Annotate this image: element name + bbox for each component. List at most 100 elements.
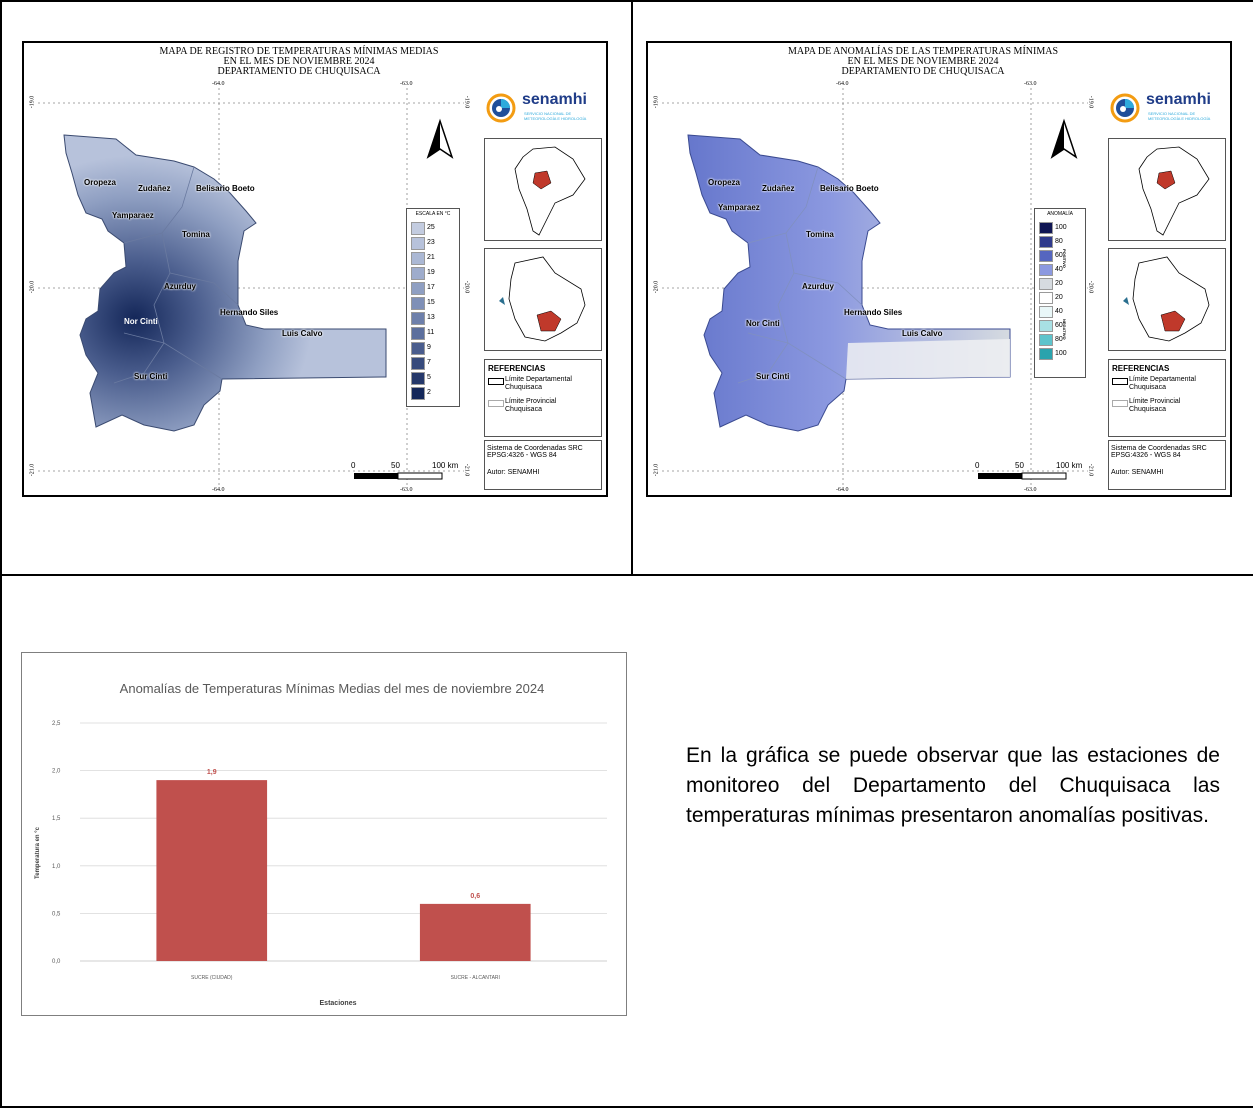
side-column: senamhi SERVICIO NACIONAL DE METEOROLOGÍ…: [482, 83, 602, 493]
table-border-top: [0, 0, 1253, 2]
legend-label: 20: [1055, 280, 1063, 287]
map-title: MAPA DE REGISTRO DE TEMPERATURAS MÍNIMAS…: [134, 47, 464, 77]
place-label: Nor Cinti: [124, 317, 158, 326]
place-label: Hernando Siles: [844, 308, 903, 317]
place-label: Belisario Boeto: [820, 184, 879, 193]
legend-item: 20: [1035, 291, 1085, 305]
bolivia-map: [499, 256, 586, 342]
legend-swatch: [1039, 264, 1053, 276]
anomaly-map-panel: MAPA DE ANOMALÍAS DE LAS TEMPERATURAS MÍ…: [646, 41, 1232, 497]
crs-line: Sistema de Coordenadas SRC: [487, 445, 583, 452]
legend-item: 80: [1035, 235, 1085, 249]
table-row-divider: [0, 574, 1253, 576]
legend-item: 100: [1035, 221, 1085, 235]
province-boundary-swatch: [488, 400, 504, 407]
reference-label: Chuquisaca: [1129, 384, 1166, 391]
chart-y-tick-label: 2,5: [52, 721, 61, 727]
legend-label: 15: [427, 299, 435, 306]
reference-label: Límite Departamental: [1129, 376, 1196, 383]
legend-label: 11: [427, 329, 435, 336]
coord-left-3: -21.0: [29, 463, 36, 477]
legend-label: 7: [427, 359, 431, 366]
map-title-line-2: EN EL MES DE NOVIEMBRE 2024: [223, 56, 375, 67]
legend-swatch: [411, 387, 425, 400]
chart-data-labels: 1,9 0,6: [207, 769, 480, 900]
coord-top-2: -63.0: [400, 81, 413, 87]
coord-right-1: -19.0: [463, 95, 470, 109]
legend-label: 40: [1055, 308, 1063, 315]
coord-right-3: -21.0: [1087, 463, 1094, 477]
department-boundary-swatch: [488, 378, 504, 385]
bolivia-map: [1123, 256, 1210, 342]
legend-label: 5: [427, 374, 431, 381]
references-box: REFERENCIAS Límite Departamental Chuquis…: [1108, 359, 1226, 437]
province-boundary-swatch: [1112, 400, 1128, 407]
crs-line: EPSG:4326 - WGS 84: [487, 452, 557, 459]
reference-label: Límite Provincial: [505, 398, 557, 405]
coord-left-2: -20.0: [29, 280, 36, 294]
map-title-line-3: DEPARTAMENTO DE CHUQUISACA: [841, 66, 1005, 77]
legend-label: 40: [1055, 266, 1063, 273]
senamhi-logo: senamhi SERVICIO NACIONAL DE METEOROLOGÍ…: [484, 87, 602, 131]
legend-swatch: [411, 297, 425, 310]
chart-x-axis-label: Estaciones: [320, 1000, 357, 1007]
reference-item: Límite Departamental Chuquisaca: [1109, 376, 1225, 398]
chart-bar: [419, 903, 531, 961]
legend-label: 60: [1055, 252, 1063, 259]
map-legend: ESCALA EN °C 25 23 21 19 17 15 13 11 9 7 5 2: [406, 208, 460, 407]
legend-label: 21: [427, 254, 435, 261]
table-border-middle: [631, 0, 633, 575]
anomaly-map-svg: [662, 88, 1088, 488]
legend-label: 9: [427, 344, 431, 351]
logo-text: senamhi: [1146, 91, 1211, 108]
legend-item: 5: [407, 371, 459, 386]
coord-right-1: -19.0: [1087, 95, 1094, 109]
crs-box: Sistema de Coordenadas SRC EPSG:4326 - W…: [484, 440, 602, 490]
legend-swatch: [1039, 348, 1053, 360]
legend-label: 23: [427, 239, 435, 246]
chart-title: Anomalías de Temperaturas Mínimas Medias…: [120, 681, 545, 696]
legend-label: 17: [427, 284, 435, 291]
chart-y-tick-label: 1,5: [52, 816, 61, 822]
chart-bar: [156, 780, 268, 961]
coord-right-3: -21.0: [463, 463, 470, 477]
legend-label: 80: [1055, 238, 1063, 245]
legend-item: 15: [407, 296, 459, 311]
chart-svg: Anomalías de Temperaturas Mínimas Medias…: [35, 681, 607, 1007]
south-america-inset: [1108, 138, 1226, 241]
legend-title: ESCALA EN °C: [415, 211, 451, 217]
chart-y-axis-label: Temperatura en °c: [35, 826, 41, 879]
chart-bars: [156, 780, 531, 961]
south-america-inset: [484, 138, 602, 241]
reference-label: Límite Departamental: [505, 376, 572, 383]
logo-text: senamhi: [522, 91, 587, 108]
legend-label: 60: [1055, 322, 1063, 329]
legend-positive-label: POSITIVO: [1062, 249, 1067, 268]
legend-swatch: [411, 342, 425, 355]
references-box: REFERENCIAS Límite Departamental Chuquis…: [484, 359, 602, 437]
south-america-map: [1138, 146, 1210, 236]
place-label: Sur Cinti: [756, 372, 790, 381]
coord-bottom-1: -64.0: [212, 487, 225, 493]
logo-subtitle: METEOROLOGÍA E HIDROLOGÍA: [524, 116, 587, 121]
bolivia-inset: [484, 248, 602, 351]
legend-item: 7: [407, 356, 459, 371]
coord-top-2: -63.0: [1024, 81, 1037, 87]
south-america-map: [514, 146, 586, 236]
table-border-left: [0, 0, 2, 1108]
senamhi-logo-icon: [1110, 93, 1140, 123]
map-legend: ANOMALÍA 100 80 60 40 20 20 40 60 80 100 POSITIVO…: [1034, 208, 1086, 378]
legend-swatch: [411, 267, 425, 280]
legend-swatch: [1039, 334, 1053, 346]
place-label: Yamparaez: [112, 211, 154, 220]
legend-item: 60: [1035, 249, 1085, 263]
legend-swatch: [411, 372, 425, 385]
legend-swatch: [411, 282, 425, 295]
legend-negative-label: NEGATIVO: [1062, 319, 1067, 340]
coord-bottom-2: -63.0: [400, 487, 413, 493]
north-arrow-icon: [1050, 118, 1078, 159]
chart-description: En la gráfica se puede observar que las …: [686, 744, 1220, 827]
place-label: Zudañez: [138, 184, 171, 193]
scale-label: 100 km: [1056, 461, 1083, 470]
legend-items: 100 80 60 40 20 20 40 60 80 100: [1035, 221, 1085, 361]
